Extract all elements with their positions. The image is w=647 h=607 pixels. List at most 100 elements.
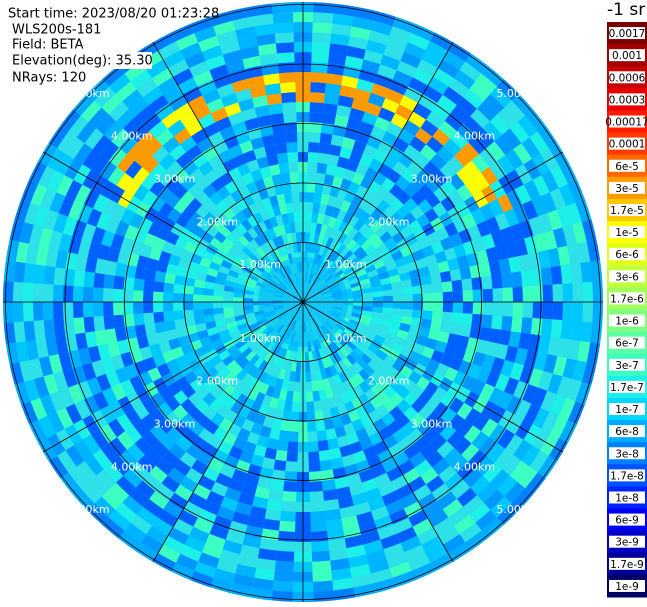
- field-cell: [327, 154, 340, 167]
- field-cell: [490, 86, 512, 108]
- field-cell: [366, 454, 382, 469]
- field-cell: [351, 16, 374, 31]
- field-cell: [358, 69, 378, 84]
- field-cell: [172, 183, 188, 200]
- header: Start time: 2023/08/20 01:23:28 WLS200s-…: [8, 7, 219, 86]
- field-cell: [254, 486, 270, 499]
- spoke: [302, 151, 564, 303]
- field-cell: [230, 349, 242, 360]
- field-cell: [464, 178, 482, 196]
- field-cell: [472, 413, 490, 432]
- field-cell: [219, 463, 236, 479]
- field-cell: [15, 341, 30, 363]
- field-cell: [444, 247, 457, 261]
- field-cell: [461, 278, 473, 291]
- field-cell: [248, 273, 259, 282]
- field-cell: [150, 392, 166, 408]
- field-cell: [65, 403, 83, 425]
- field-cell: [120, 237, 134, 253]
- field-cell: [269, 164, 281, 176]
- field-cell: [285, 202, 294, 214]
- field-cell: [183, 293, 194, 302]
- field-cell: [453, 346, 467, 361]
- field-cell: [157, 417, 174, 434]
- field-cell: [344, 534, 364, 549]
- field-cell: [537, 455, 558, 479]
- field-cell: [414, 127, 433, 145]
- field-cell: [426, 475, 445, 493]
- field-cell: [262, 339, 273, 350]
- field-cell: [224, 102, 242, 117]
- field-cell: [310, 520, 327, 532]
- field-cell: [514, 399, 532, 420]
- field-cell: [418, 492, 438, 510]
- field-cell: [286, 451, 298, 462]
- field-cell: [257, 260, 267, 270]
- field-cell: [25, 243, 39, 265]
- field-cell: [235, 130, 251, 145]
- field-cell: [479, 383, 495, 401]
- field-cell: [183, 302, 194, 311]
- field-cell: [211, 338, 224, 349]
- field-cell: [463, 468, 483, 488]
- field-cell: [346, 203, 358, 216]
- field-cell: [158, 386, 174, 402]
- field-cell: [338, 371, 348, 383]
- field-cell: [351, 172, 365, 186]
- field-cell: [559, 161, 578, 184]
- field-cell: [383, 191, 397, 206]
- field-cell: [257, 43, 277, 56]
- field-cell: [432, 202, 448, 218]
- field-cell: [258, 371, 268, 383]
- field-cell: [360, 282, 372, 290]
- field-cell: [360, 314, 372, 322]
- field-cell: [65, 252, 78, 270]
- field-cell: [343, 422, 356, 436]
- field-cell: [146, 59, 168, 79]
- field-cell: [332, 577, 354, 591]
- field-cell: [428, 329, 440, 341]
- field-cell: [144, 447, 163, 466]
- field-cell: [368, 558, 390, 574]
- field-cell: [463, 425, 481, 444]
- field-cell: [420, 467, 439, 485]
- field-cell: [305, 381, 313, 392]
- colorbar-label-bg: [609, 248, 645, 261]
- field-cell: [174, 318, 186, 329]
- field-cell: [82, 434, 101, 455]
- field-cell: [413, 435, 431, 452]
- field-cell: [248, 388, 260, 401]
- field-cell: [210, 412, 225, 427]
- field-cell: [235, 88, 253, 103]
- field-cell: [156, 226, 171, 241]
- field-cell: [269, 397, 279, 409]
- field-cell: [497, 155, 515, 175]
- field-cell: [392, 428, 408, 443]
- field-cell: [117, 339, 130, 355]
- field-cell: [13, 321, 26, 343]
- field-cell: [448, 506, 470, 526]
- colorbar-label: 0.0003: [609, 94, 646, 106]
- field-cell: [74, 184, 92, 205]
- field-cell: [325, 508, 342, 521]
- field-cell: [371, 506, 390, 521]
- field-cell: [318, 142, 331, 155]
- field-cell: [513, 439, 532, 461]
- field-cell: [149, 407, 166, 425]
- field-cell: [143, 279, 155, 292]
- field-cell: [514, 347, 528, 366]
- field-cell: [485, 216, 501, 234]
- field-cell: [488, 387, 504, 406]
- field-cell: [355, 405, 368, 419]
- field-cell: [333, 373, 343, 386]
- field-cell: [253, 379, 264, 392]
- field-cell: [336, 486, 352, 499]
- field-cell: [92, 448, 112, 470]
- field-cell: [246, 431, 260, 445]
- field-cell: [246, 319, 258, 327]
- field-cell: [109, 510, 131, 531]
- field-cell: [271, 2, 293, 14]
- field-cell: [323, 93, 340, 105]
- field-cell: [351, 285, 362, 292]
- field-cell: [430, 434, 447, 451]
